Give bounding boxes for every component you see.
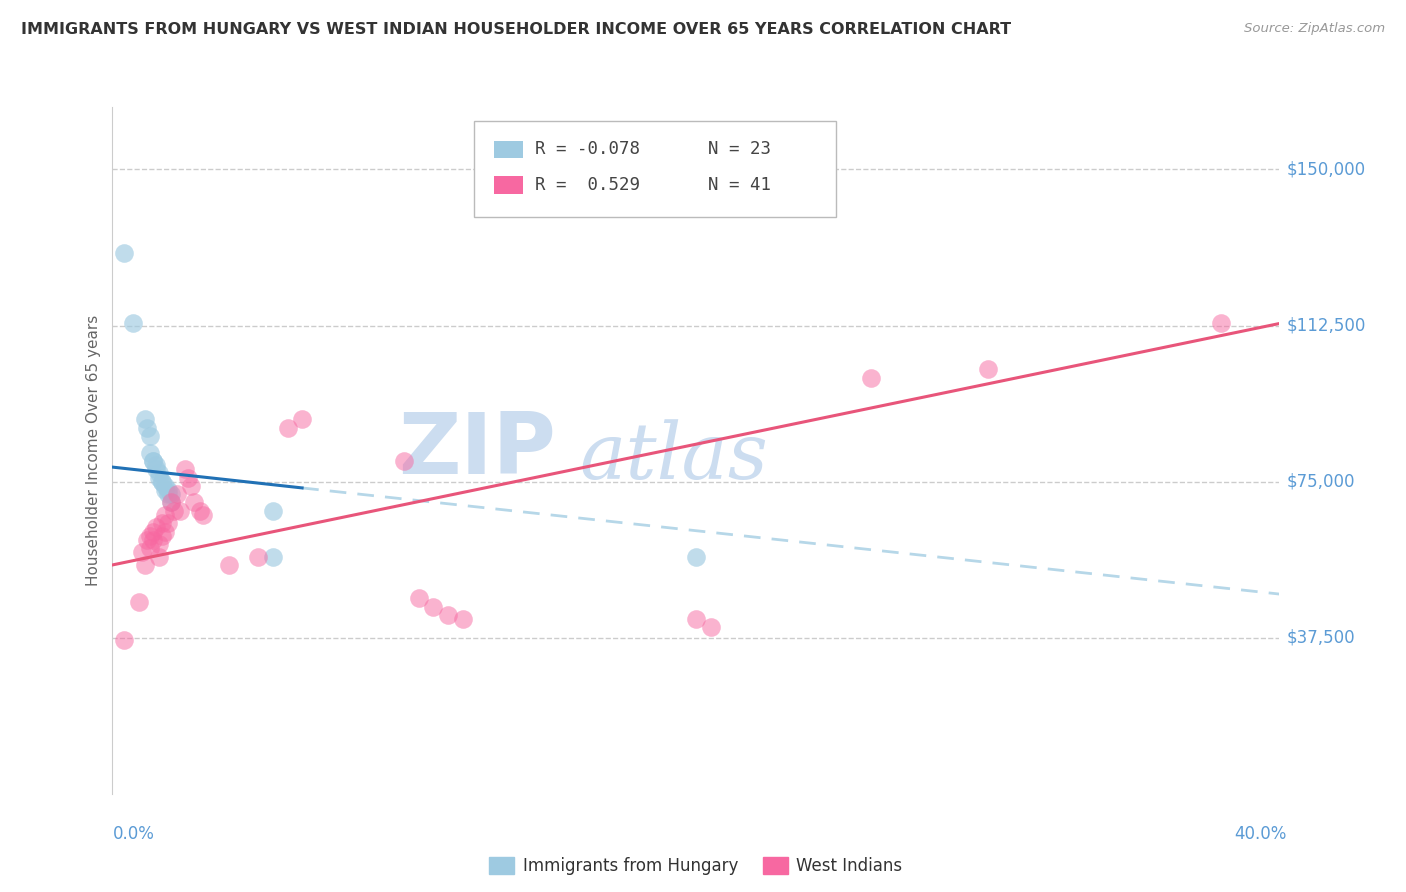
- Text: $150,000: $150,000: [1286, 161, 1365, 178]
- Point: [112, 632, 135, 647]
- Point: [150, 529, 173, 543]
- Point: [408, 591, 430, 606]
- Point: [191, 508, 214, 522]
- FancyBboxPatch shape: [494, 177, 523, 194]
- Point: [148, 549, 170, 564]
- Point: [262, 549, 284, 564]
- Point: [139, 445, 162, 459]
- Text: Source: ZipAtlas.com: Source: ZipAtlas.com: [1244, 22, 1385, 36]
- Point: [291, 412, 314, 426]
- Point: [160, 487, 183, 501]
- Point: [150, 475, 173, 489]
- Point: [134, 412, 156, 426]
- Point: [160, 495, 183, 509]
- Point: [174, 462, 197, 476]
- Point: [145, 458, 167, 472]
- Text: atlas: atlas: [579, 419, 768, 495]
- Text: $112,500: $112,500: [1286, 317, 1365, 334]
- Point: [392, 454, 416, 468]
- Point: [699, 620, 721, 634]
- Point: [247, 549, 270, 564]
- Point: [153, 483, 176, 497]
- Point: [156, 487, 179, 501]
- Point: [142, 454, 165, 468]
- Point: [128, 595, 150, 609]
- Point: [150, 475, 173, 489]
- Text: ZIP: ZIP: [398, 409, 555, 492]
- Point: [153, 524, 176, 539]
- Point: [160, 495, 183, 509]
- Point: [148, 467, 170, 481]
- Point: [136, 533, 159, 547]
- Text: R =  0.529: R = 0.529: [534, 176, 640, 194]
- Point: [150, 516, 173, 531]
- Point: [122, 317, 145, 331]
- Y-axis label: Householder Income Over 65 years: Householder Income Over 65 years: [86, 315, 101, 586]
- Point: [156, 483, 179, 497]
- Point: [145, 520, 167, 534]
- Point: [156, 516, 179, 531]
- Point: [976, 362, 998, 376]
- Point: [188, 504, 211, 518]
- Point: [145, 462, 167, 476]
- Text: N = 23: N = 23: [707, 140, 770, 158]
- FancyBboxPatch shape: [494, 141, 523, 158]
- Point: [177, 470, 200, 484]
- Text: $37,500: $37,500: [1286, 629, 1355, 647]
- Point: [180, 479, 202, 493]
- Point: [134, 558, 156, 572]
- Point: [437, 607, 460, 622]
- Point: [685, 612, 707, 626]
- Point: [685, 549, 707, 564]
- Point: [142, 533, 165, 547]
- Point: [166, 487, 188, 501]
- Point: [142, 524, 165, 539]
- Text: N = 41: N = 41: [707, 176, 770, 194]
- Text: 40.0%: 40.0%: [1234, 825, 1286, 843]
- Point: [422, 599, 444, 614]
- Point: [262, 504, 284, 518]
- Point: [136, 420, 159, 434]
- FancyBboxPatch shape: [474, 120, 837, 217]
- Point: [451, 612, 474, 626]
- Text: R = -0.078: R = -0.078: [534, 140, 640, 158]
- Point: [859, 370, 883, 384]
- Text: 0.0%: 0.0%: [112, 825, 155, 843]
- Point: [139, 529, 162, 543]
- Point: [148, 470, 170, 484]
- Point: [139, 541, 162, 556]
- Point: [131, 545, 153, 559]
- Legend: Immigrants from Hungary, West Indians: Immigrants from Hungary, West Indians: [482, 850, 910, 881]
- Point: [153, 508, 176, 522]
- Point: [139, 429, 162, 443]
- Point: [112, 245, 135, 260]
- Point: [276, 420, 298, 434]
- Point: [218, 558, 240, 572]
- Point: [142, 454, 165, 468]
- Text: IMMIGRANTS FROM HUNGARY VS WEST INDIAN HOUSEHOLDER INCOME OVER 65 YEARS CORRELAT: IMMIGRANTS FROM HUNGARY VS WEST INDIAN H…: [21, 22, 1011, 37]
- Text: $75,000: $75,000: [1286, 473, 1355, 491]
- Point: [169, 504, 191, 518]
- Point: [1209, 317, 1232, 331]
- Point: [163, 504, 186, 518]
- Point: [183, 495, 205, 509]
- Point: [153, 479, 176, 493]
- Point: [148, 537, 170, 551]
